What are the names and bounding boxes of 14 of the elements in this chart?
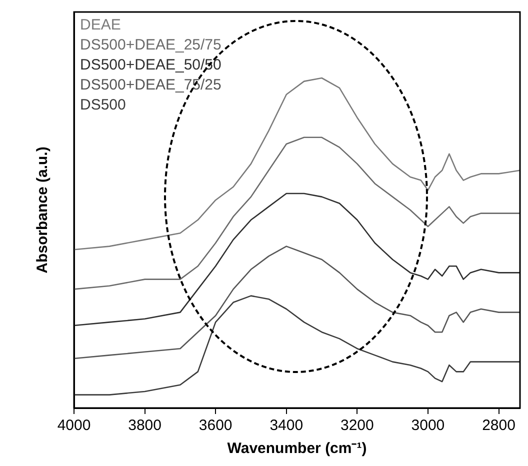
x-tick-label: 3400 <box>270 417 304 434</box>
x-axis-title: Wavenumber (cm⁻¹) <box>227 440 367 458</box>
x-tick-label: 4000 <box>57 417 91 434</box>
y-axis-title: Absorbance (a.u.) <box>34 146 52 274</box>
text: DS500+DEAE_50/50 <box>80 56 222 74</box>
x-tick-label: 3000 <box>411 417 445 434</box>
x-tick-label: 3600 <box>198 417 232 434</box>
text: DEAE <box>80 16 121 34</box>
x-tick-label: 3200 <box>340 417 374 434</box>
text: DS500 <box>80 96 126 114</box>
x-tick-label: 2800 <box>482 417 516 434</box>
text: DS500+DEAE_25/75 <box>80 36 222 54</box>
text: DS500+DEAE_75/25 <box>80 76 222 94</box>
x-tick-label: 3800 <box>128 417 162 434</box>
